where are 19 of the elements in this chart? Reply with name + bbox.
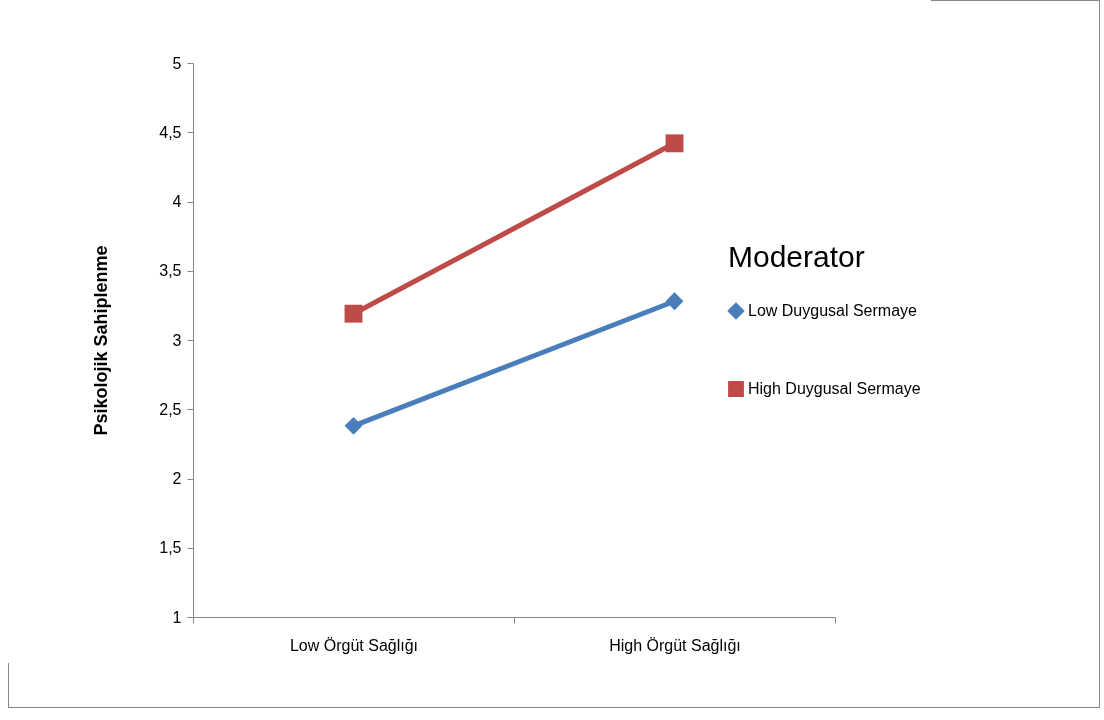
y-tick-label: 3,5 — [159, 262, 182, 280]
point — [665, 134, 684, 153]
legend-title: Moderator — [728, 240, 865, 273]
x-tick-label: Low Örgüt Sağlığı — [289, 636, 419, 654]
legend-label: Low Duygusal Sermaye — [748, 302, 918, 319]
point — [344, 416, 363, 435]
y-tick-label: 2 — [172, 470, 182, 487]
y-tick-label: 1,5 — [159, 539, 182, 557]
y-tick-label: 5 — [172, 54, 182, 72]
point — [344, 304, 363, 323]
legend-label: High Duygusal Sermaye — [748, 380, 921, 397]
y-tick-label: 1 — [172, 608, 182, 626]
x-tick-label: High Örgüt Sağlığı — [609, 636, 741, 654]
point — [665, 292, 684, 311]
y-tick-label: 3 — [172, 331, 182, 349]
y-axis-title: Psikolojik Sahiplenme — [91, 245, 112, 436]
y-tick-label: 4 — [172, 193, 182, 210]
y-tick-label: 2,5 — [159, 400, 182, 418]
y-tick-label: 4,5 — [159, 123, 182, 141]
